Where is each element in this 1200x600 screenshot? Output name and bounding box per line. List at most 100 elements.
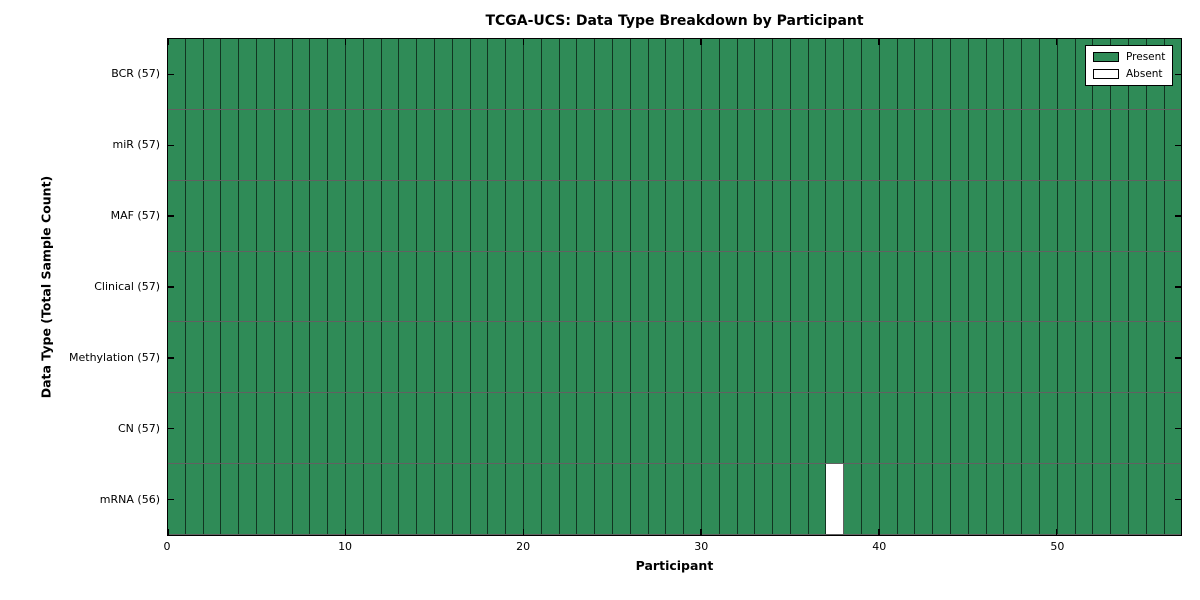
heatmap-cell (434, 464, 453, 535)
heatmap-cell (168, 464, 186, 535)
heatmap-cell (470, 251, 489, 322)
heatmap-cell (363, 322, 382, 393)
heatmap-cell (773, 180, 791, 251)
heatmap-cell (577, 109, 596, 180)
heatmap-cell (577, 39, 596, 109)
heatmap-cell (755, 180, 774, 251)
heatmap-cell (1057, 464, 1076, 535)
heatmap-cell (862, 251, 880, 322)
tick-mark (878, 39, 880, 45)
legend-item-absent: Absent (1093, 68, 1165, 80)
heatmap-cell (630, 464, 649, 535)
y-tick-label-Methylation: Methylation (57) (69, 351, 160, 365)
heatmap-cell (1040, 322, 1058, 393)
heatmap-cell (808, 393, 827, 464)
heatmap-cell (203, 322, 222, 393)
heatmap-cell (310, 251, 329, 322)
heatmap-cell (826, 464, 845, 535)
heatmap-cell (684, 180, 702, 251)
heatmap-cell (256, 393, 275, 464)
heatmap-cell (701, 39, 720, 109)
heatmap-cell (381, 322, 400, 393)
heatmap-cell (879, 393, 898, 464)
heatmap-cell (595, 39, 613, 109)
heatmap-cell (684, 322, 702, 393)
heatmap-cell (506, 464, 524, 535)
heatmap-cell (737, 39, 756, 109)
heatmap-cell (1111, 109, 1130, 180)
heatmap-cell (239, 109, 257, 180)
heatmap-cell (1146, 180, 1165, 251)
heatmap-cell (648, 39, 667, 109)
heatmap-cell (203, 109, 222, 180)
legend-label-absent: Absent (1126, 68, 1163, 80)
heatmap-cell (417, 464, 435, 535)
heatmap-cell (630, 251, 649, 322)
heatmap-cell (684, 109, 702, 180)
heatmap-cell (951, 109, 969, 180)
tick-mark (168, 498, 174, 501)
heatmap-cell (1111, 322, 1130, 393)
tick-mark (168, 286, 174, 288)
heatmap-cell (292, 251, 311, 322)
heatmap-cell (1129, 464, 1147, 535)
heatmap-cell (879, 39, 898, 109)
heatmap-cell (755, 464, 774, 535)
heatmap-cell (1022, 180, 1041, 251)
tick-mark (167, 39, 169, 45)
heatmap-cell (790, 393, 809, 464)
heatmap-cell (434, 180, 453, 251)
heatmap-cell (666, 322, 685, 393)
heatmap-cell (826, 39, 845, 109)
heatmap-cell (559, 251, 578, 322)
heatmap-cell (221, 464, 240, 535)
heatmap-cell (417, 322, 435, 393)
heatmap-cell (399, 180, 418, 251)
heatmap-cell (1004, 322, 1023, 393)
heatmap-cell (328, 464, 346, 535)
heatmap-row-Clinical (168, 251, 1182, 323)
tick-mark (168, 427, 174, 430)
heatmap-cell (1093, 109, 1112, 180)
heatmap-cell (862, 464, 880, 535)
heatmap-cell (203, 393, 222, 464)
tick-mark (1175, 73, 1181, 76)
y-tick-label-MAF: MAF (57) (110, 208, 160, 222)
heatmap-cell (1129, 109, 1147, 180)
heatmap-cell (648, 393, 667, 464)
heatmap-cell (221, 251, 240, 322)
heatmap-cell (328, 109, 346, 180)
heatmap-cell (345, 464, 364, 535)
tick-mark (1175, 286, 1181, 288)
heatmap-cell (363, 39, 382, 109)
heatmap-cell (381, 464, 400, 535)
heatmap-cell (488, 464, 507, 535)
heatmap-cell (381, 251, 400, 322)
heatmap-cell (844, 322, 863, 393)
heatmap-cell (523, 180, 542, 251)
heatmap-cell (541, 393, 560, 464)
heatmap-cell (666, 180, 685, 251)
heatmap-cell (648, 251, 667, 322)
heatmap-cell (1093, 393, 1112, 464)
heatmap-cell (381, 109, 400, 180)
heatmap-cell (737, 251, 756, 322)
x-tick-label: 10 (338, 540, 353, 553)
heatmap-cell (808, 109, 827, 180)
heatmap-cell (256, 322, 275, 393)
heatmap-cell (541, 464, 560, 535)
heatmap-cell (577, 322, 596, 393)
heatmap-cell (185, 109, 204, 180)
heatmap-cell (933, 251, 952, 322)
tick-mark (1175, 357, 1181, 359)
heatmap-cell (773, 39, 791, 109)
x-tick-label: 0 (163, 540, 171, 553)
heatmap-cell (1129, 251, 1147, 322)
heatmap-cell (239, 464, 257, 535)
heatmap-cell (1040, 109, 1058, 180)
heatmap-cell (399, 39, 418, 109)
heatmap-cell (648, 180, 667, 251)
heatmap-cell (577, 251, 596, 322)
heatmap-cell (790, 464, 809, 535)
heatmap-cell (595, 109, 613, 180)
